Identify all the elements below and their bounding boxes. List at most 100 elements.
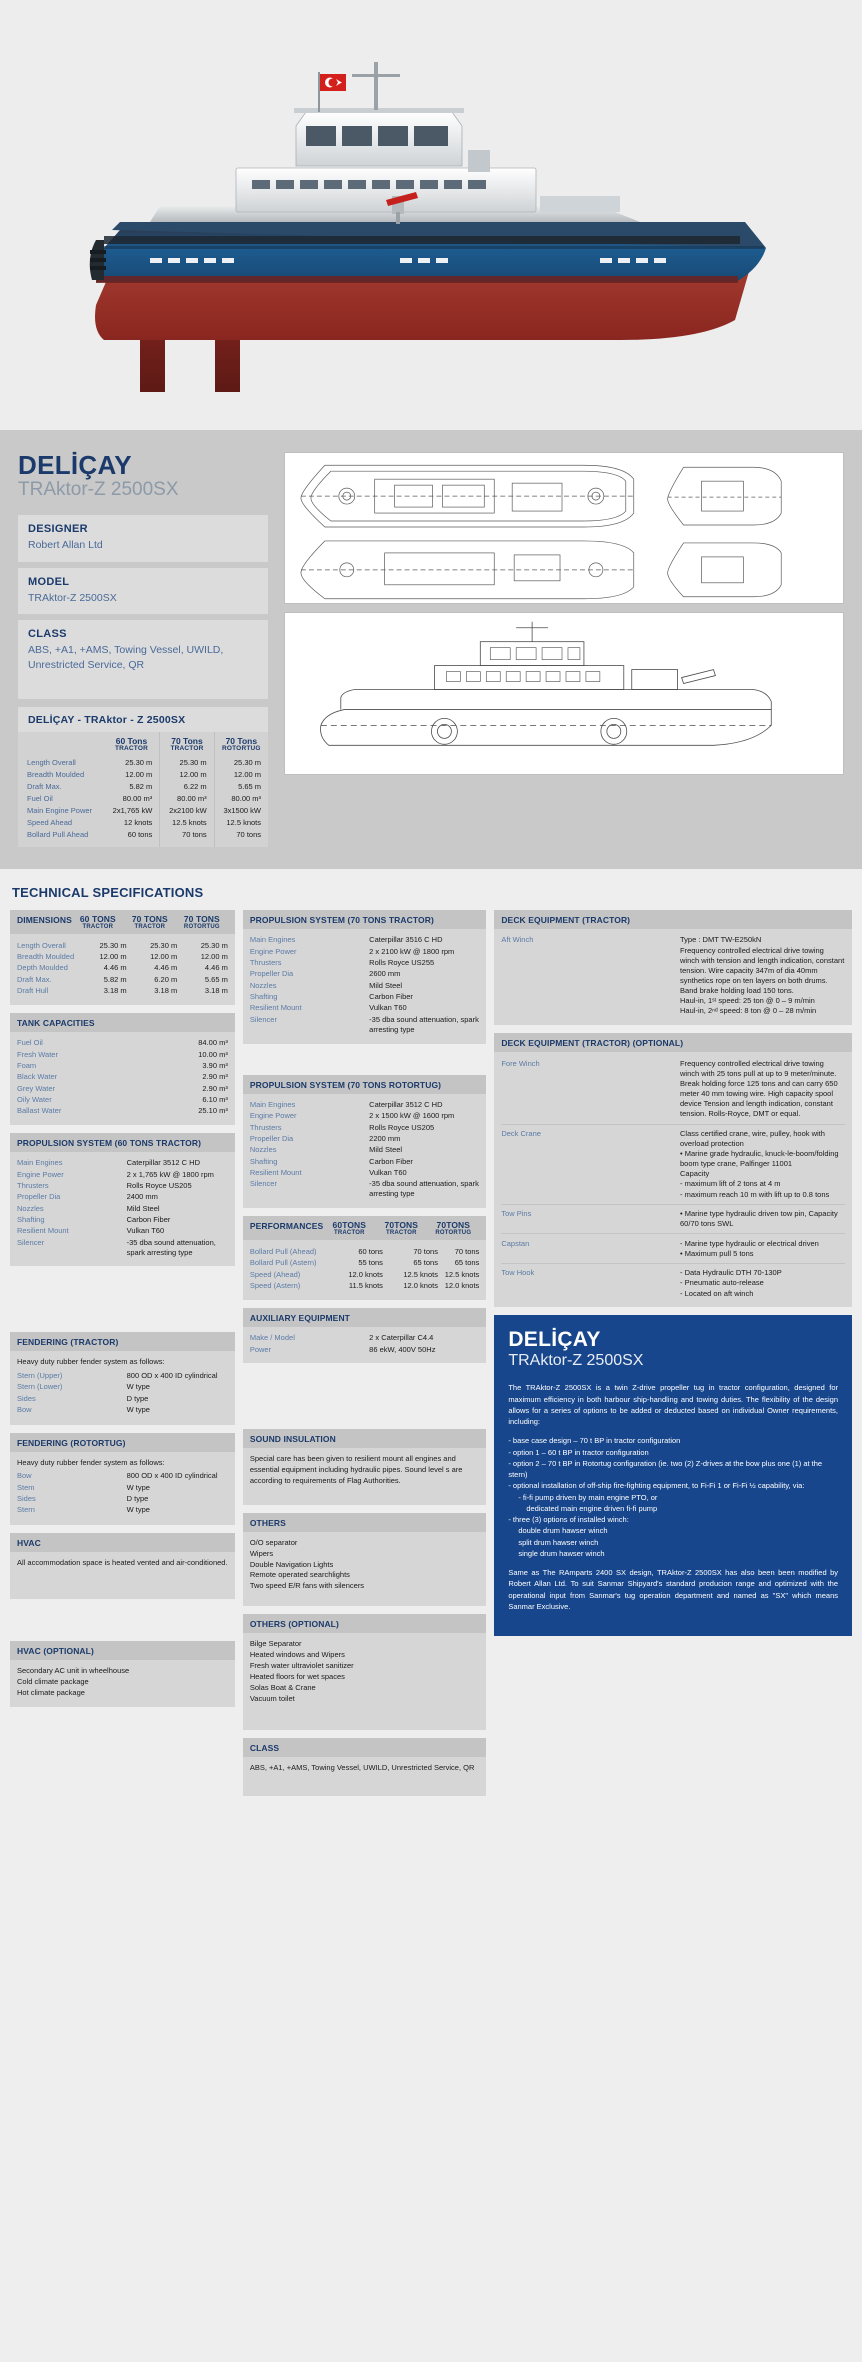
divider xyxy=(501,1123,845,1125)
detail-line: Frequency controlled electrical drive to… xyxy=(680,945,845,996)
class-label: CLASS xyxy=(28,628,67,641)
others-list: O/O separator Wipers Double Navigation L… xyxy=(250,1538,479,1592)
list-item: - option 1 – 60 t BP in tractor configur… xyxy=(508,1447,649,1457)
panel-deck-equipment-tractor: DECK EQUIPMENT (TRACTOR) Aft Winch Type … xyxy=(494,909,852,1026)
table-row: Ballast Water 25.10 m³ xyxy=(17,1106,228,1116)
detail-line: - maximum lift of 2 tons at 4 m xyxy=(680,1179,781,1189)
others-heading: OTHERS xyxy=(249,1517,286,1528)
hvac-optional-heading: HVAC (OPTIONAL) xyxy=(17,1645,94,1656)
table-row: Resilient Mount Vulkan T60 xyxy=(249,1003,407,1013)
table-row: Main Engines Caterpillar 3516 C HD xyxy=(249,935,443,945)
others-optional-heading: OTHERS (OPTIONAL) xyxy=(249,1619,339,1630)
tow-pins-details: • Marine type hydraulic driven tow pin, … xyxy=(680,1208,845,1229)
table-row: Shafting Carbon Fiber xyxy=(249,992,413,1002)
dimensions-header: DIMENSIONS 60 TONS TRACTOR 70 TONS TRACTOR… xyxy=(10,909,235,935)
table-row: Bollard Pull (Ahead) 60 tons 70 tons 70 ton… xyxy=(249,1246,480,1256)
fore-winch-details: Frequency controlled electrical drive to… xyxy=(680,1058,845,1120)
table-row: Bow W type xyxy=(17,1405,150,1414)
table-row: Black Water 2.90 m³ xyxy=(17,1072,228,1082)
list-item: dedicated main engine driven fi-fi pump xyxy=(526,1503,658,1513)
divider xyxy=(501,1233,845,1235)
detail-line: • Marine type hydraulic driven tow pin, … xyxy=(680,1209,838,1229)
divider xyxy=(501,1263,845,1265)
propulsion-60-header: PROPULSION SYSTEM (60 TONS TRACTOR) xyxy=(10,1132,235,1152)
table-row: Fuel Oil 84.00 m³ xyxy=(17,1038,228,1048)
detail-line: - Located on aft winch xyxy=(680,1288,754,1298)
detail-line: Haul-in, 2ⁿᵈ speed: 8 ton @ 0 – 28 m/min xyxy=(680,1006,817,1016)
dimensions-col-2: 70 TONS ROTORTUG xyxy=(183,913,220,930)
list-item: Vacuum toilet xyxy=(249,1693,295,1703)
summary-header-row: 60 Tons TRACTOR 70 Tons TRACTOR 70 Tons … xyxy=(18,731,268,757)
hvac-optional-list: Secondary AC unit in wheelhouse Cold cli… xyxy=(17,1666,228,1699)
bluebox-subtitle: TRAktor-Z 2500SX xyxy=(508,1352,644,1370)
model-card: MODEL TRAktor-Z 2500SX xyxy=(18,567,268,615)
page-subtitle: TRAktor-Z 2500SX xyxy=(18,479,179,500)
class-card: CLASS ABS, +A1, +AMS, Towing Vessel, UWI… xyxy=(18,620,268,699)
fendering-tractor-intro: Heavy duty rubber fender system as follo… xyxy=(17,1357,165,1367)
table-row: Engine Power 2 x 2100 kW @ 1800 rpm xyxy=(249,946,455,956)
tech-column-right: DECK EQUIPMENT (TRACTOR) Aft Winch Type … xyxy=(494,909,852,1637)
dimensions-col-0: 60 TONS TRACTOR xyxy=(79,913,116,930)
propulsion-70-rotortug-header: PROPULSION SYSTEM (70 TONS ROTORTUG) xyxy=(242,1074,487,1094)
list-item: - three (3) options of installed winch: xyxy=(508,1515,629,1525)
fendering-tractor-table: Stern (Upper) 800 OD x 400 ID cylindrical… xyxy=(17,1370,228,1415)
panel-auxiliary-equipment: AUXILIARY EQUIPMENT Make / Model 2 x Cate… xyxy=(242,1307,487,1364)
deck-tractor-optional-header: DECK EQUIPMENT (TRACTOR) (OPTIONAL) xyxy=(494,1033,852,1053)
others-optional-list: Bilge Separator Heated windows and Wiper… xyxy=(250,1639,479,1704)
deck-tractor-optional-table: Fore Winch Frequency controlled electric… xyxy=(501,1058,845,1299)
tech-column-2: PROPULSION SYSTEM (70 TONS TRACTOR) Main… xyxy=(242,909,487,1797)
detail-line: • Maximum pull 5 tons xyxy=(680,1248,754,1258)
propulsion-70-rotortug-heading: PROPULSION SYSTEM (70 TONS ROTORTUG) xyxy=(249,1079,442,1090)
table-row: Stem W type xyxy=(17,1482,150,1492)
class-panel-heading: CLASS xyxy=(249,1743,280,1754)
technical-specifications-section: TECHNICAL SPECIFICATIONS DIMENSIONS 60 T… xyxy=(0,868,862,1815)
propulsion-70-rotortug-table: Main Engines Caterpillar 3512 C HD Engine… xyxy=(250,1100,479,1201)
table-row: Nozzles Mild Steel xyxy=(249,1145,403,1155)
fendering-rotortug-heading: FENDERING (ROTORTUG) xyxy=(17,1437,126,1448)
table-row: Silencer -35 dba sound attenuation, spark… xyxy=(249,1014,479,1034)
divider-row xyxy=(501,1260,845,1268)
fendering-rotortug-header: FENDERING (ROTORTUG) xyxy=(10,1432,235,1452)
performances-col-1: 70TONS TRACTOR xyxy=(384,1220,419,1237)
panel-fendering-rotortug: FENDERING (ROTORTUG) Heavy duty rubber f… xyxy=(10,1432,235,1525)
detail-line: - Data Hydraulic DTH 70-130P xyxy=(680,1268,782,1278)
table-row: Draft Hull 3.18 m 3.18 m 3.18 m xyxy=(17,985,228,995)
summary-corner-cell xyxy=(18,732,104,757)
sound-insulation-text: Special care has been given to resilient… xyxy=(249,1454,463,1485)
table-row: Depth Moulded 4.46 m 4.46 m 4.46 m xyxy=(17,963,228,973)
fendering-rotortug-intro: Heavy duty rubber fender system as follo… xyxy=(17,1457,165,1467)
panel-fendering-tractor: FENDERING (TRACTOR) Heavy duty rubber fe… xyxy=(10,1332,235,1425)
list-item: Remote operated searchlights xyxy=(249,1570,350,1580)
list-item: Hot climate package xyxy=(17,1687,85,1697)
detail-line: • Marine grade hydraulic, knuck-le-boom/… xyxy=(680,1149,839,1169)
bluebox-title: DELİÇAY xyxy=(508,1328,601,1352)
panel-hvac: HVAC All accommodation space is heated v… xyxy=(10,1532,235,1599)
table-row: Tow Pins • Marine type hydraulic driven … xyxy=(501,1208,845,1229)
list-item: - option 2 – 70 t BP in Rotortug configu… xyxy=(508,1458,823,1480)
table-row: Aft Winch Type : DMT TW-E250kN Frequency… xyxy=(501,935,845,1016)
list-item: Heated windows and Wipers xyxy=(249,1650,345,1660)
table-row: Nozzles Mild Steel xyxy=(17,1203,160,1213)
table-row: Foam 3.90 m³ xyxy=(17,1060,228,1070)
table-row: Speed (Astern) 11.5 knots 12.0 knots 12.0 k… xyxy=(249,1280,480,1290)
auxiliary-heading: AUXILIARY EQUIPMENT xyxy=(249,1312,350,1323)
panel-performances: PERFORMANCES 60TONS TRACTOR 70TONS TRACTOR… xyxy=(242,1216,487,1300)
table-row: Oily Water 6.10 m³ xyxy=(17,1094,228,1104)
technical-drawings-column xyxy=(284,452,844,847)
designer-value: Robert Allan Ltd xyxy=(28,538,103,551)
vessel-description-box: DELİÇAY TRAktor-Z 2500SX The TRAktor-Z 2… xyxy=(494,1315,852,1637)
detail-line: Type : DMT TW-E250kN xyxy=(680,935,762,945)
dimensions-heading: DIMENSIONS xyxy=(17,914,72,925)
list-item: Secondary AC unit in wheelhouse xyxy=(17,1665,130,1675)
table-row: Engine Power 2 x 1,765 kW @ 1800 rpm xyxy=(17,1169,214,1179)
list-item: Double Navigation Lights xyxy=(249,1559,334,1569)
table-row: Bollard Pull Ahead 60 tons 70 tons 70 tons xyxy=(18,828,268,847)
capstan-details: - Marine type hydraulic or electrical dr… xyxy=(680,1238,845,1259)
performances-header: PERFORMANCES 60TONS TRACTOR 70TONS TRACTOR… xyxy=(242,1216,487,1241)
table-row: Bollard Pull (Astern) 55 tons 65 tons 65 to… xyxy=(249,1258,480,1268)
table-row: Bow 800 OD x 400 ID cylindrical xyxy=(17,1471,218,1481)
tank-capacities-heading: TANK CAPACITIES xyxy=(17,1017,95,1028)
summary-table-title: DELİÇAY - TRAktor - Z 2500SX xyxy=(28,713,186,726)
dimensions-col-1: 70 TONS TRACTOR xyxy=(131,913,168,930)
tech-column-1: DIMENSIONS 60 TONS TRACTOR 70 TONS TRACTOR… xyxy=(10,909,235,1708)
